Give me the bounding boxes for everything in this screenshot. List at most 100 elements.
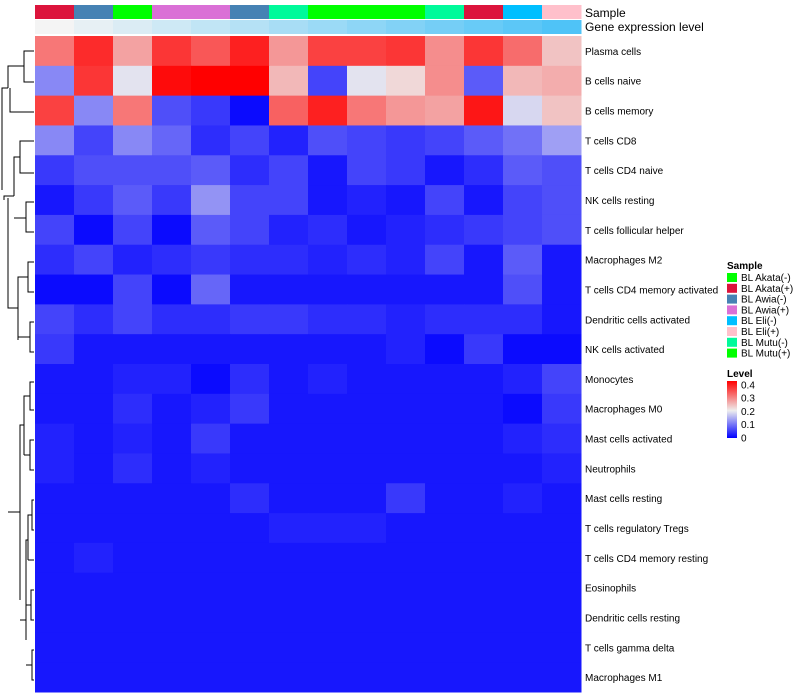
heatmap-cell (113, 483, 153, 514)
heatmap-cell (152, 602, 192, 633)
heatmap-cell (503, 632, 543, 663)
heatmap-cell (386, 572, 426, 604)
row-label: NK cells activated (585, 345, 664, 356)
heatmap-cell (269, 95, 309, 126)
heatmap-cell (74, 453, 114, 484)
heatmap-cell (191, 483, 231, 514)
heatmap-cell (191, 95, 231, 126)
heatmap-cell (35, 393, 75, 425)
expression-annotation-cell (113, 20, 153, 34)
heatmap-cell (35, 632, 75, 663)
heatmap-cell (386, 274, 426, 305)
heatmap-cell (152, 632, 192, 663)
heatmap-cell (74, 65, 114, 97)
heatmap-cell (113, 125, 153, 156)
legend-entry-label: BL Akata(-) (741, 273, 791, 284)
heatmap-cell (503, 453, 543, 484)
heatmap-cell (35, 483, 75, 514)
expression-annotation-cell (425, 20, 465, 34)
row-label: T cells CD4 naive (585, 166, 664, 177)
heatmap-cell (386, 155, 426, 186)
heatmap-cell (464, 334, 504, 365)
heatmap-cell (35, 155, 75, 186)
row-label: Neutrophils (585, 464, 636, 475)
heatmap-cell (191, 364, 231, 395)
legend-entry-label: BL Eli(-) (741, 316, 777, 327)
heatmap-cell (191, 274, 231, 305)
heatmap-cell (425, 95, 465, 126)
heatmap-cell (113, 244, 153, 276)
heatmap-cell (425, 65, 465, 97)
sample-annotation-cell (152, 5, 192, 19)
heatmap-cell (74, 513, 114, 544)
legend-entry-label: BL Mutu(-) (741, 338, 788, 349)
heatmap-cell (74, 602, 114, 633)
heatmap-cell (35, 602, 75, 633)
legend-swatch (727, 294, 737, 304)
heatmap-cell (347, 662, 387, 693)
heatmap-cell (386, 632, 426, 663)
level-legend-title: Level (727, 369, 753, 380)
heatmap-cell (464, 185, 504, 216)
heatmap-cell (425, 214, 465, 246)
heatmap-cell (113, 364, 153, 395)
heatmap-cell (152, 214, 192, 246)
row-label: T cells CD4 memory activated (585, 285, 718, 296)
sample-annotation-cell (425, 5, 465, 19)
heatmap-cell (308, 602, 348, 633)
heatmap-cell (269, 632, 309, 663)
heatmap-cell (191, 244, 231, 276)
heatmap-cell (74, 155, 114, 186)
heatmap-cell (113, 393, 153, 425)
heatmap-cell (113, 662, 153, 693)
heatmap-cell (503, 423, 543, 454)
heatmap-cell (542, 95, 582, 126)
level-tick-label: 0 (741, 434, 747, 445)
heatmap-cell (425, 483, 465, 514)
heatmap-cell (191, 572, 231, 604)
heatmap-cell (269, 304, 309, 335)
sample-annotation-cell (230, 5, 270, 19)
heatmap-cell (308, 304, 348, 335)
heatmap-cell (269, 572, 309, 604)
heatmap-cell (347, 572, 387, 604)
heatmap-cell (464, 65, 504, 97)
heatmap-cell (152, 334, 192, 365)
expression-annotation-cell (230, 20, 270, 34)
heatmap-cell (464, 423, 504, 454)
heatmap-cell (113, 95, 153, 126)
heatmap-cell (308, 423, 348, 454)
row-label: Plasma cells (585, 47, 641, 58)
heatmap-cell (230, 125, 270, 156)
heatmap-cell (308, 364, 348, 395)
expression-annotation-cell (464, 20, 504, 34)
heatmap-cell (386, 304, 426, 335)
row-label: Dendritic cells activated (585, 315, 690, 326)
heatmap-cell (308, 95, 348, 126)
heatmap-cell (542, 274, 582, 305)
heatmap-cell (386, 364, 426, 395)
heatmap-cell (113, 632, 153, 663)
heatmap-cell (503, 393, 543, 425)
heatmap-cell (74, 334, 114, 365)
heatmap-cell (152, 662, 192, 693)
heatmap-cell (191, 602, 231, 633)
heatmap-cell (347, 513, 387, 544)
row-label: T cells regulatory Tregs (585, 524, 689, 535)
heatmap-cell (35, 572, 75, 604)
heatmap-cells (35, 36, 582, 693)
legend-swatch (727, 283, 737, 293)
heatmap-cell (113, 274, 153, 305)
heatmap-cell (152, 572, 192, 604)
heatmap-cell (386, 542, 426, 574)
heatmap-cell (425, 364, 465, 395)
heatmap-cell (152, 483, 192, 514)
heatmap-cell (230, 185, 270, 216)
heatmap-cell (425, 662, 465, 693)
heatmap-cell (230, 632, 270, 663)
heatmap-cell (308, 632, 348, 663)
heatmap-cell (74, 274, 114, 305)
heatmap-cell (230, 304, 270, 335)
heatmap-cell (308, 483, 348, 514)
sample-legend: Sample BL Akata(-)BL Akata(+)BL Awia(-)B… (727, 261, 793, 360)
